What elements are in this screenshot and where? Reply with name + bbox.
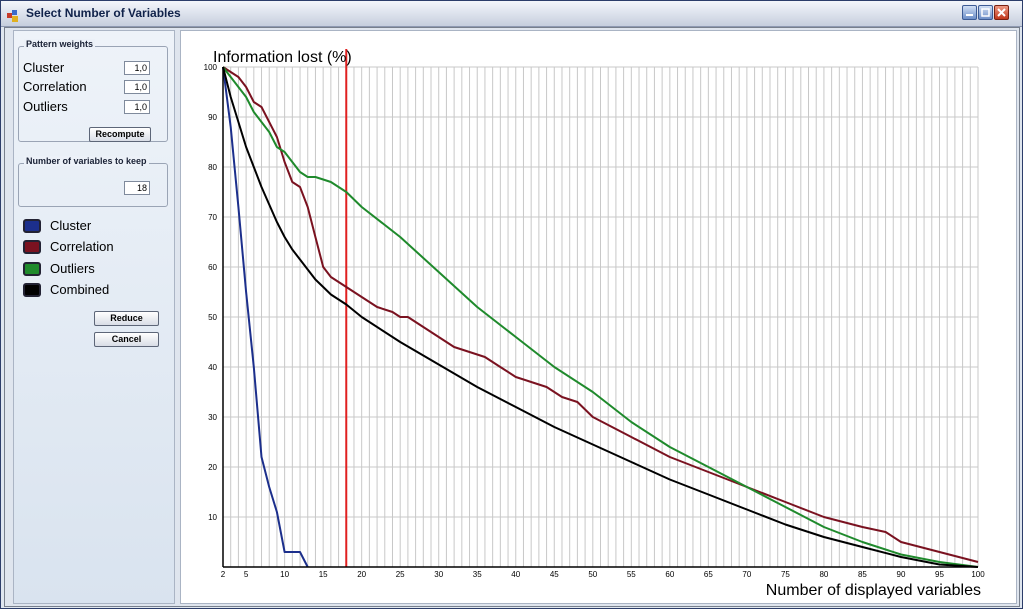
pattern-weights-title: Pattern weights: [24, 39, 96, 49]
outliers-weight-input[interactable]: 1,0: [124, 100, 150, 114]
variables-to-keep-input[interactable]: 18: [124, 181, 150, 195]
close-icon[interactable]: [994, 5, 1009, 20]
x-tick-label: 2: [221, 570, 226, 579]
grid: [222, 66, 979, 567]
x-tick-label: 25: [396, 570, 405, 579]
recompute-button[interactable]: Recompute: [89, 127, 151, 142]
x-tick-label: 65: [704, 570, 713, 579]
cluster-swatch: [23, 219, 41, 233]
x-tick-label: 10: [280, 570, 289, 579]
series-line-cluster: [222, 66, 309, 568]
minimize-icon[interactable]: [962, 5, 977, 20]
dialog-body: Pattern weights Cluster 1,0 Correlation …: [4, 27, 1020, 607]
x-tick-label: 95: [935, 570, 944, 579]
x-tick-label: 30: [434, 570, 443, 579]
combined-swatch: [23, 283, 41, 297]
pattern-weights-group: Pattern weights Cluster 1,0 Correlation …: [18, 39, 168, 142]
outliers-weight-label: Outliers: [23, 99, 68, 114]
x-tick-label: 35: [473, 570, 482, 579]
y-tick-label: 70: [208, 213, 217, 222]
variables-to-keep-title: Number of variables to keep: [24, 156, 149, 166]
cancel-button[interactable]: Cancel: [94, 332, 159, 347]
y-tick-label: 20: [208, 463, 217, 472]
series-line-outliers: [222, 66, 979, 568]
legend-label-outliers: Outliers: [50, 261, 95, 276]
app-icon: [7, 7, 19, 22]
x-tick-label: 50: [588, 570, 597, 579]
x-tick-label: 60: [665, 570, 674, 579]
x-tick-label: 45: [550, 570, 559, 579]
x-tick-label: 75: [781, 570, 790, 579]
y-tick-label: 40: [208, 363, 217, 372]
legend-label-combined: Combined: [50, 282, 110, 297]
maximize-icon[interactable]: [978, 5, 993, 20]
correlation-swatch: [23, 240, 41, 254]
y-tick-label: 90: [208, 113, 217, 122]
title-bar[interactable]: Select Number of Variables: [1, 1, 1022, 27]
outliers-swatch: [23, 262, 41, 276]
reduce-button[interactable]: Reduce: [94, 311, 159, 326]
x-tick-label: 80: [819, 570, 828, 579]
x-axis-title: Number of displayed variables: [766, 582, 981, 599]
y-tick-label: 80: [208, 163, 217, 172]
x-tick-label: 100: [971, 570, 985, 579]
cluster-weight-input[interactable]: 1,0: [124, 61, 150, 75]
legend: Cluster Correlation Outliers Combined: [23, 218, 163, 309]
x-tick-label: 55: [627, 570, 636, 579]
x-tick-label: 5: [244, 570, 249, 579]
y-axis-title: Information lost (%): [213, 49, 352, 66]
legend-label-correlation: Correlation: [50, 239, 114, 254]
x-tick-label: 90: [897, 570, 906, 579]
chart-panel: 10 20 30 40 50 60 70 80 90 100 2 5 10 15 20 25 30 35 40 45 5…: [180, 30, 1017, 604]
y-tick-label: 50: [208, 313, 217, 322]
y-tick-label: 10: [208, 513, 217, 522]
series-layer: [222, 66, 979, 568]
control-panel: Pattern weights Cluster 1,0 Correlation …: [13, 30, 175, 604]
y-tick-label: 100: [204, 63, 218, 72]
x-tick-label: 20: [357, 570, 366, 579]
correlation-weight-label: Correlation: [23, 79, 87, 94]
series-line-correlation: [222, 66, 979, 563]
legend-label-cluster: Cluster: [50, 218, 92, 233]
y-tick-label: 60: [208, 263, 217, 272]
x-tick-label: 40: [511, 570, 520, 579]
y-tick-label: 30: [208, 413, 217, 422]
x-tick-label: 85: [858, 570, 867, 579]
correlation-weight-input[interactable]: 1,0: [124, 80, 150, 94]
window-title: Select Number of Variables: [26, 6, 181, 20]
series-line-combined: [222, 66, 979, 568]
x-tick-label: 15: [319, 570, 328, 579]
variables-to-keep-group: Number of variables to keep 18: [18, 156, 168, 207]
x-tick-label: 70: [742, 570, 751, 579]
cluster-weight-label: Cluster: [23, 60, 65, 75]
